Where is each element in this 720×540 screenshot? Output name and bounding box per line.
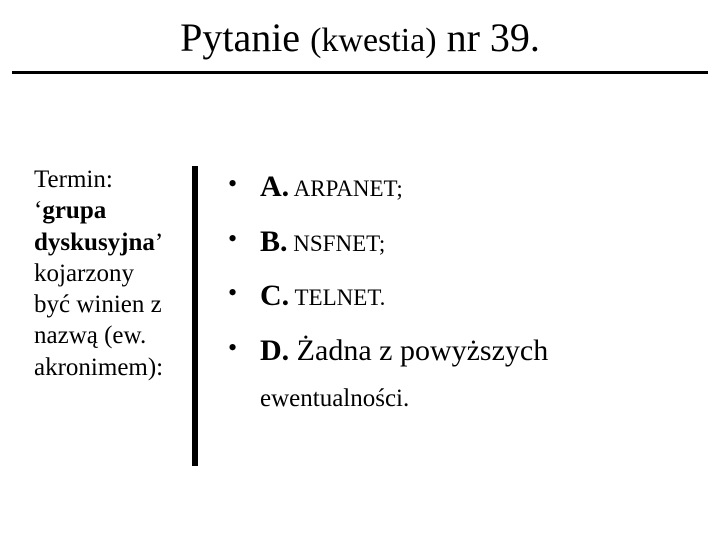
- vertical-divider: [192, 166, 198, 466]
- question-text: Termin: ‘grupa dyskusyjna’ kojarzony być…: [34, 164, 194, 383]
- title-area: Pytanie (kwestia) nr 39.: [0, 0, 720, 61]
- options-list: • A. ARPANET; • B. NSFNET; • C. TELNET. …: [228, 164, 668, 416]
- bullet-icon: •: [228, 164, 260, 201]
- option-a-letter: A.: [260, 170, 289, 203]
- q-quote-close: ’: [155, 229, 163, 256]
- bullet-icon: •: [228, 328, 260, 365]
- page-title: Pytanie (kwestia) nr 39.: [180, 15, 540, 60]
- option-c-text: C. TELNET.: [260, 273, 668, 320]
- option-b-text: B. NSFNET;: [260, 219, 668, 266]
- option-b: • B. NSFNET;: [228, 219, 668, 266]
- q-line5: być winien z: [34, 291, 162, 318]
- option-c: • C. TELNET.: [228, 273, 668, 320]
- option-a-rest: ARPANET;: [289, 176, 403, 201]
- bullet-icon: •: [228, 219, 260, 256]
- q-line4: kojarzony: [34, 260, 134, 287]
- q-line3-bold: dyskusyjna: [34, 229, 155, 256]
- title-paren: (kwestia): [310, 22, 437, 59]
- option-a-text: A. ARPANET;: [260, 164, 668, 211]
- q-line6: nazwą (ew.: [34, 322, 146, 349]
- option-b-letter: B.: [260, 225, 288, 258]
- title-rule: [12, 71, 708, 74]
- option-b-rest: NSFNET;: [288, 231, 386, 256]
- option-d-letter: D.: [260, 334, 289, 367]
- option-d-rest: Żadna z powyższych: [289, 334, 548, 367]
- option-c-rest: TELNET.: [289, 285, 385, 310]
- option-d: • D. Żadna z powyższych: [228, 328, 668, 375]
- q-line2-bold: grupa: [42, 197, 106, 224]
- bullet-icon: •: [228, 273, 260, 310]
- option-a: • A. ARPANET;: [228, 164, 668, 211]
- q-line7: akronimem):: [34, 354, 163, 381]
- title-suffix: nr 39.: [437, 15, 540, 60]
- q-line1: Termin:: [34, 166, 113, 193]
- title-prefix: Pytanie: [180, 15, 310, 60]
- option-d-continuation: ewentualności.: [260, 382, 668, 416]
- option-d-text: D. Żadna z powyższych: [260, 328, 668, 375]
- option-c-letter: C.: [260, 279, 289, 312]
